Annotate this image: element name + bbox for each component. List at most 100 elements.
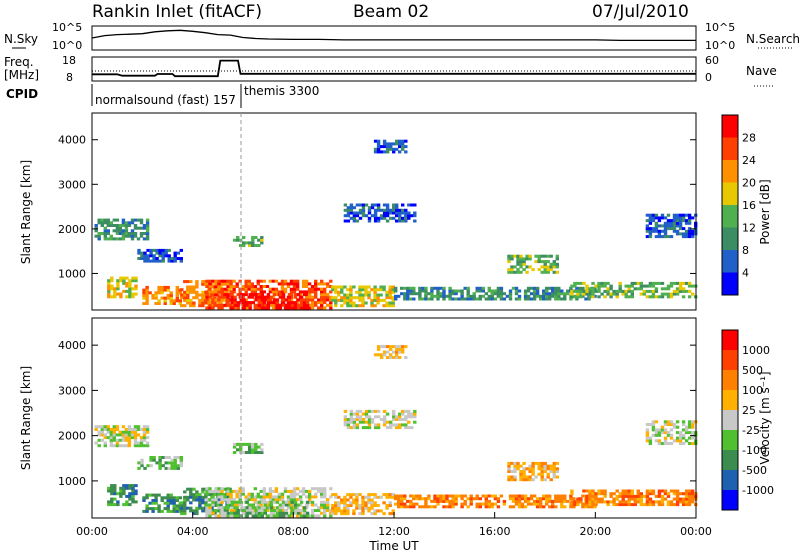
- heatmap-cell: [233, 506, 237, 510]
- heatmap-cell: [305, 306, 310, 310]
- heatmap-cell: [247, 495, 251, 499]
- heatmap-cell: [113, 492, 117, 496]
- heatmap-cell: [284, 511, 289, 515]
- sky-search-panel: N.Sky 10^5 10^0 10^5 10^0 N.Search: [4, 21, 800, 52]
- heatmap-cell: [395, 418, 399, 421]
- heatmap-cell: [170, 461, 174, 465]
- heatmap-cell: [189, 487, 193, 491]
- heatmap-cell: [178, 299, 182, 303]
- heatmap-cell: [578, 292, 582, 296]
- heatmap-cell: [376, 423, 381, 427]
- heatmap-cell: [624, 500, 628, 504]
- heatmap-cell: [576, 295, 580, 299]
- heatmap-cell: [205, 503, 209, 507]
- heatmap-cell: [484, 494, 488, 498]
- heatmap-cell: [145, 296, 149, 300]
- heatmap-cell: [94, 224, 98, 227]
- heatmap-cell: [448, 292, 452, 296]
- heatmap-cell: [337, 504, 341, 507]
- heatmap-cell: [557, 494, 561, 498]
- heatmap-cell: [103, 226, 107, 230]
- heatmap-cell: [612, 503, 616, 507]
- heatmap-cell: [552, 265, 556, 269]
- heatmap-cell: [510, 265, 514, 269]
- heatmap-cell: [687, 227, 692, 231]
- heatmap-cell: [585, 497, 589, 501]
- heatmap-cell: [520, 502, 525, 506]
- heatmap-cell: [143, 466, 147, 470]
- heatmap-cell: [247, 498, 251, 502]
- heatmap-cell: [385, 203, 390, 207]
- heatmap-cell: [569, 494, 573, 498]
- heatmap-cell: [404, 426, 408, 430]
- heatmap-cell: [526, 294, 531, 298]
- heatmap-cell: [155, 259, 159, 263]
- heatmap-cell: [244, 498, 248, 502]
- heatmap-cell: [233, 301, 237, 305]
- heatmap-cell: [219, 282, 223, 286]
- heatmap-cell: [317, 306, 321, 310]
- heatmap-cell: [691, 425, 695, 429]
- heatmap-cell: [116, 284, 120, 288]
- heatmap-cell: [157, 288, 161, 292]
- heatmap-cell: [424, 497, 428, 501]
- heatmap-cell: [511, 494, 516, 498]
- heatmap-cell: [292, 511, 297, 515]
- heatmap-cell: [271, 290, 276, 294]
- heatmap-cell: [543, 478, 547, 482]
- heatmap-cell: [257, 301, 261, 305]
- heatmap-cell: [618, 494, 622, 498]
- heatmap-cell: [651, 281, 656, 285]
- heatmap-cell: [173, 458, 177, 462]
- heatmap-cell: [382, 409, 387, 413]
- heatmap-cell: [136, 425, 141, 429]
- heatmap-cell: [630, 292, 634, 296]
- heatmap-cell: [579, 287, 583, 291]
- heatmap-cell: [213, 493, 217, 497]
- heatmap-cell: [624, 295, 628, 299]
- heatmap-cell: [418, 497, 422, 501]
- heatmap-cell: [678, 500, 683, 504]
- heatmap-cell: [107, 295, 111, 299]
- heatmap-cell: [180, 288, 184, 292]
- heatmap-cell: [528, 265, 532, 269]
- cpid-entry-1: normalsound (fast) 157: [95, 93, 236, 107]
- heatmap-cell: [394, 494, 398, 498]
- heatmap-cell: [211, 306, 215, 310]
- heatmap-cell: [579, 281, 583, 285]
- heatmap-cell: [403, 502, 407, 506]
- heatmap-cell: [131, 492, 135, 496]
- heatmap-cell: [663, 235, 668, 239]
- heatmap-cell: [516, 260, 520, 264]
- heatmap-cell: [127, 433, 132, 437]
- heatmap-cell: [376, 298, 380, 302]
- heatmap-cell: [127, 444, 132, 448]
- heatmap-cell: [112, 433, 116, 437]
- heatmap-cell: [121, 444, 126, 448]
- heatmap-cell: [615, 489, 619, 493]
- heatmap-cell: [210, 285, 214, 289]
- heatmap-cell: [424, 499, 428, 503]
- heatmap-cell: [195, 495, 199, 499]
- heatmap-cell: [451, 292, 455, 296]
- heatmap-cell: [110, 497, 114, 501]
- heatmap-cell: [413, 412, 417, 416]
- heatmap-cell: [158, 464, 162, 468]
- heatmap-cell: [407, 211, 411, 215]
- power-colorbar-tick: 16: [742, 199, 756, 212]
- heatmap-cell: [537, 257, 541, 261]
- heatmap-cell: [152, 257, 156, 260]
- heatmap-cell: [152, 248, 156, 252]
- heatmap-cell: [379, 214, 384, 218]
- heatmap-cell: [346, 206, 351, 210]
- heatmap-cell: [364, 203, 369, 207]
- heatmap-cell: [551, 505, 555, 509]
- heatmap-cell: [603, 500, 607, 504]
- heatmap-cell: [112, 428, 116, 431]
- heatmap-cell: [320, 290, 324, 294]
- heatmap-cell: [176, 466, 180, 470]
- heatmap-cell: [581, 294, 585, 298]
- heatmap-cell: [570, 284, 574, 288]
- heatmap-cell: [256, 279, 260, 283]
- heatmap-cell: [645, 219, 650, 223]
